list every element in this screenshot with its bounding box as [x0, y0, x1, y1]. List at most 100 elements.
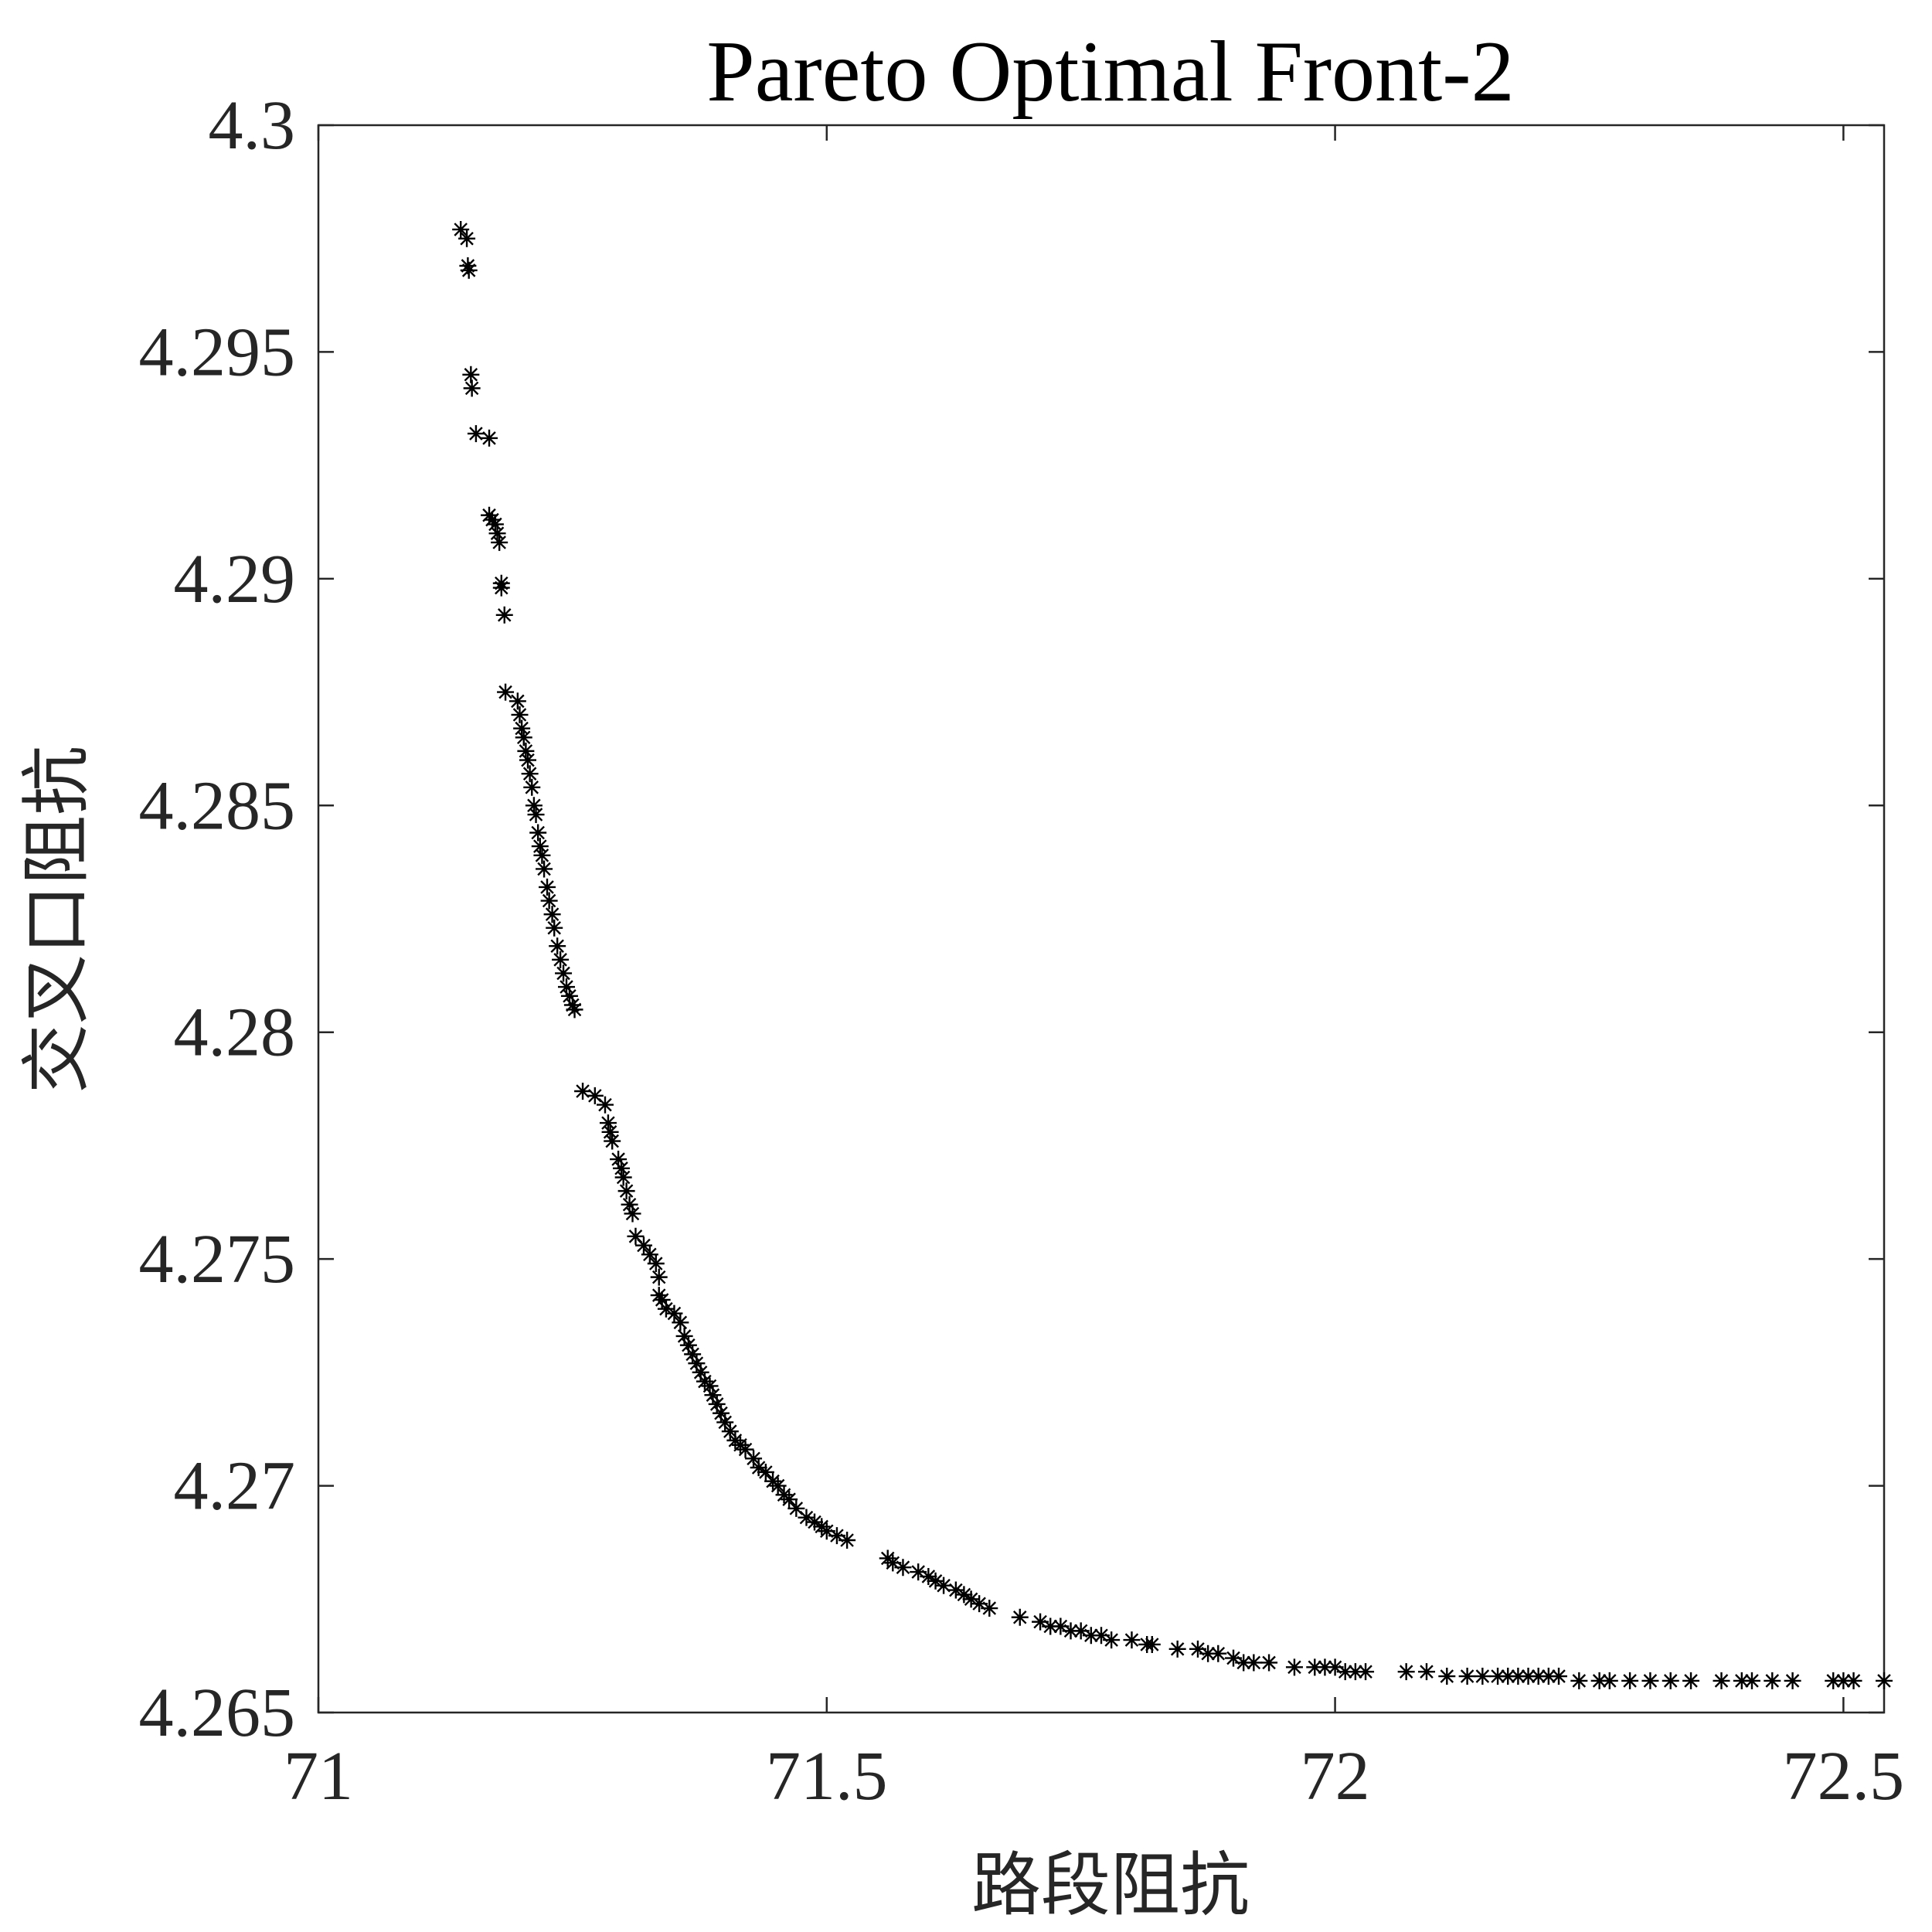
data-point [716, 1413, 734, 1431]
data-point [563, 996, 581, 1014]
data-point [1306, 1658, 1324, 1676]
data-point [708, 1395, 726, 1413]
data-point [460, 261, 478, 279]
data-point [1784, 1672, 1801, 1689]
data-point [806, 1513, 824, 1531]
data-point [750, 1459, 767, 1477]
data-point [531, 838, 549, 855]
data-point [1489, 1668, 1507, 1685]
data-point [543, 906, 561, 923]
data-point [467, 425, 485, 443]
data-point [1529, 1668, 1547, 1685]
data-point [1733, 1672, 1750, 1689]
data-point [546, 919, 563, 937]
data-point [884, 1554, 902, 1572]
data-point [1539, 1668, 1557, 1685]
data-point [1103, 1631, 1121, 1649]
data-point [647, 1255, 665, 1273]
data-point [657, 1300, 675, 1318]
data-point [509, 692, 526, 710]
y-tick-label: 4.285 [139, 767, 296, 844]
data-point [523, 778, 541, 796]
data-point [641, 1246, 658, 1264]
data-point [1168, 1640, 1186, 1658]
data-point [1682, 1672, 1700, 1689]
data-point [675, 1327, 693, 1345]
data-point [540, 892, 558, 910]
data-point [1825, 1672, 1842, 1689]
data-point [539, 878, 556, 896]
data-point [947, 1581, 964, 1599]
data-point [1621, 1672, 1639, 1689]
plot-frame [317, 124, 1886, 1714]
data-point [1336, 1663, 1354, 1681]
data-point [596, 1096, 614, 1114]
data-point [894, 1559, 912, 1577]
data-point [621, 1196, 638, 1213]
data-point [515, 729, 532, 747]
data-point [1743, 1672, 1760, 1689]
data-point [491, 533, 509, 551]
y-tick-label: 4.295 [139, 314, 296, 390]
data-point [1662, 1672, 1679, 1689]
data-point [513, 719, 531, 737]
data-point [1123, 1631, 1141, 1649]
data-point [1042, 1617, 1060, 1635]
data-point [1032, 1613, 1049, 1631]
data-point [574, 1083, 592, 1100]
data-point [1209, 1645, 1227, 1662]
x-tick-label: 72 [1301, 1738, 1370, 1815]
data-point [672, 1314, 689, 1332]
data-point [614, 1168, 632, 1186]
data-point [495, 606, 513, 624]
data-point [462, 366, 480, 383]
chart-title: Pareto Optimal Front-2 [706, 24, 1514, 120]
data-point [549, 937, 566, 955]
data-point [483, 511, 501, 529]
data-point [1072, 1622, 1090, 1640]
y-tick-label: 4.275 [139, 1221, 296, 1298]
data-point [1225, 1649, 1243, 1667]
data-point [613, 1159, 631, 1177]
data-point [1093, 1627, 1110, 1645]
data-point [1285, 1658, 1303, 1676]
data-point [497, 683, 515, 701]
data-point [1509, 1668, 1527, 1685]
x-tick-label: 71 [284, 1738, 353, 1815]
data-point [769, 1477, 787, 1495]
data-point [527, 806, 545, 824]
data-point [679, 1336, 697, 1354]
data-point [981, 1600, 998, 1617]
data-point [1876, 1672, 1893, 1689]
data-point [1438, 1668, 1456, 1685]
data-point [712, 1404, 730, 1422]
data-point [1316, 1658, 1334, 1676]
data-point [586, 1087, 604, 1104]
data-point [971, 1595, 988, 1613]
data-point [517, 742, 535, 760]
data-point [1245, 1654, 1263, 1672]
data-point [692, 1363, 709, 1381]
axis-ticks [317, 124, 1884, 1714]
data-point [798, 1509, 815, 1526]
x-tick-label: 72.5 [1783, 1738, 1905, 1815]
data-point [1519, 1668, 1537, 1685]
data-point [481, 429, 498, 447]
data-point [910, 1563, 927, 1581]
data-point [511, 706, 529, 723]
data-point [1143, 1635, 1161, 1653]
data-point [452, 220, 470, 238]
data-point [704, 1386, 722, 1404]
data-point [665, 1304, 683, 1322]
data-point [1052, 1617, 1070, 1635]
data-point [624, 1205, 641, 1223]
y-tick-label: 4.265 [139, 1675, 296, 1751]
data-point [458, 230, 476, 247]
y-tick-label: 4.3 [209, 87, 296, 164]
data-point [684, 1345, 702, 1363]
data-point [787, 1499, 805, 1517]
data-point [533, 846, 551, 864]
data-point [519, 751, 537, 769]
data-point [828, 1527, 845, 1545]
data-point [1062, 1622, 1080, 1640]
